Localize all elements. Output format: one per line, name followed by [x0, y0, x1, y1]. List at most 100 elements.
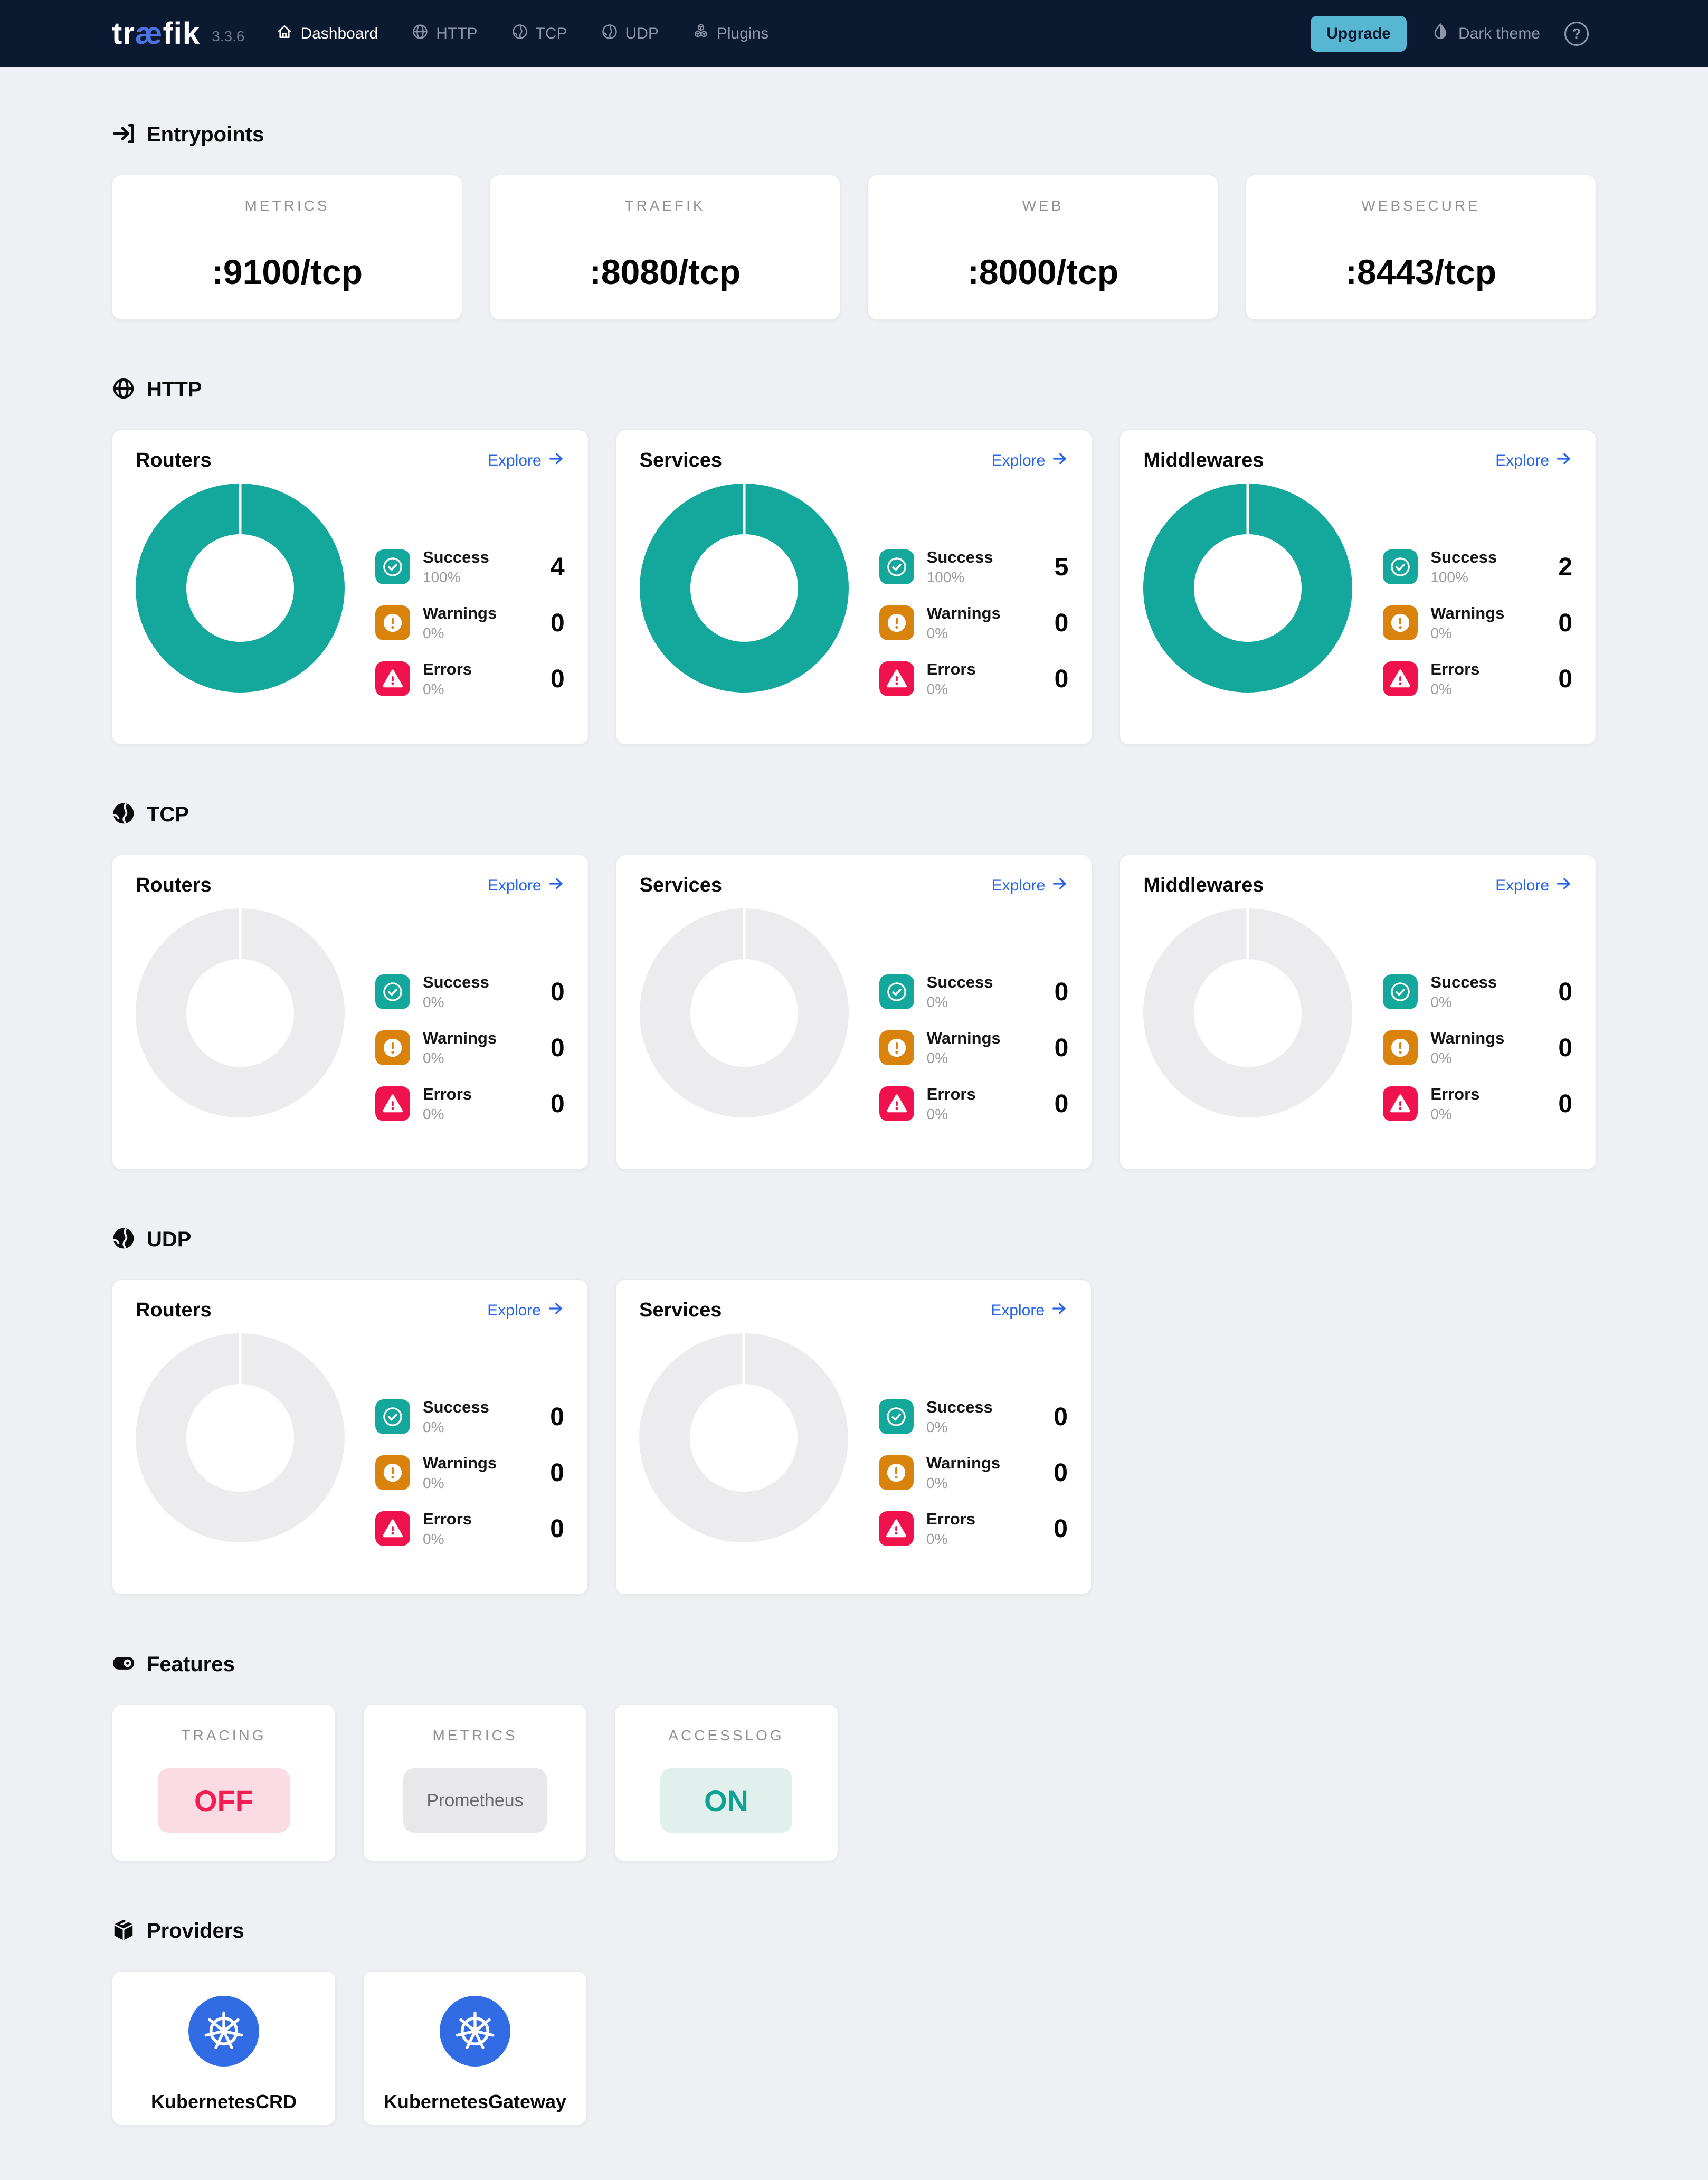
success-check-icon: [879, 1399, 914, 1434]
warning-icon: [879, 605, 914, 640]
toggle-icon: [112, 1652, 135, 1677]
card-title: Middlewares: [1143, 449, 1264, 471]
arrow-right-icon: [1051, 450, 1068, 471]
legend-row-warnings: Warnings 0% 0: [375, 1029, 565, 1067]
legend-label: Success: [926, 973, 993, 991]
traefik-logo[interactable]: træfik: [112, 16, 200, 51]
cube-icon: [112, 1918, 135, 1944]
success-check-icon: [375, 974, 410, 1009]
entrypoint-port: :8443/tcp: [1345, 252, 1497, 291]
nav-item-label: TCP: [535, 24, 567, 42]
legend-value: 0: [1558, 609, 1573, 637]
legend-row-errors: Errors 0% 0: [1383, 660, 1572, 698]
legend-percent: 0%: [423, 1531, 444, 1547]
nav-item-label: Plugins: [716, 24, 769, 42]
login-arrow-icon: [112, 122, 135, 148]
explore-link[interactable]: Explore: [487, 1300, 564, 1321]
section-title: TCP: [147, 802, 189, 826]
nav-item-dashboard[interactable]: Dashboard: [276, 23, 378, 44]
explore-label: Explore: [487, 876, 542, 894]
explore-link[interactable]: Explore: [488, 875, 565, 896]
entrypoint-card-websecure: WEBSECURE :8443/tcp: [1246, 175, 1596, 320]
warning-icon: [375, 605, 410, 640]
legend-row-success: Success 0% 0: [375, 1398, 564, 1436]
legend-value: 0: [550, 665, 565, 693]
legend-value: 0: [1054, 978, 1069, 1006]
explore-link[interactable]: Explore: [1495, 875, 1572, 896]
legend-label: Warnings: [926, 604, 1001, 622]
card-title: Routers: [136, 1299, 212, 1321]
globe-icon: [112, 377, 135, 403]
nav-item-udp[interactable]: UDP: [601, 23, 659, 44]
help-icon[interactable]: ?: [1564, 21, 1589, 46]
chart-legend: Success 0% 0 Warnings 0% 0 Errors 0% 0: [375, 1398, 564, 1548]
legend-value: 0: [550, 1089, 565, 1118]
legend-percent: 100%: [926, 569, 965, 585]
card-title: Routers: [136, 449, 212, 471]
legend-percent: 100%: [1430, 569, 1468, 585]
legend-row-warnings: Warnings 0% 0: [375, 604, 565, 642]
explore-link[interactable]: Explore: [1495, 450, 1572, 471]
feature-name: ACCESSLOG: [668, 1727, 784, 1743]
warning-icon: [375, 1030, 410, 1065]
dark-theme-toggle[interactable]: Dark theme: [1431, 22, 1540, 45]
nav-item-tcp[interactable]: TCP: [511, 23, 567, 44]
arrow-right-icon: [1555, 875, 1572, 896]
legend-row-success: Success 100% 2: [1383, 548, 1572, 586]
explore-link[interactable]: Explore: [992, 450, 1069, 471]
legend-value: 0: [1054, 1402, 1068, 1431]
success-check-icon: [879, 549, 914, 584]
legend-label: Errors: [1430, 1085, 1480, 1103]
legend-percent: 0%: [926, 1531, 948, 1547]
upgrade-button[interactable]: Upgrade: [1311, 15, 1407, 52]
legend-label: Warnings: [926, 1454, 1001, 1472]
explore-link[interactable]: Explore: [488, 450, 565, 471]
legend-label: Success: [423, 548, 489, 566]
legend-row-success: Success 100% 4: [375, 548, 565, 586]
nav-item-plugins[interactable]: Plugins: [692, 23, 768, 44]
nav-item-http[interactable]: HTTP: [412, 23, 478, 44]
legend-percent: 0%: [1430, 1050, 1452, 1066]
legend-row-success: Success 0% 0: [879, 1398, 1068, 1436]
legend-value: 0: [550, 609, 565, 637]
legend-percent: 0%: [926, 994, 948, 1010]
warning-icon: [375, 1455, 410, 1490]
warning-icon: [1383, 605, 1418, 640]
legend-percent: 0%: [423, 681, 444, 697]
card-title: Routers: [136, 874, 212, 896]
http-services-card: Services Explore Success 100% 5 Warnings: [615, 430, 1093, 745]
kubernetes-icon: [440, 1996, 510, 2067]
warning-icon: [1383, 1030, 1418, 1065]
explore-link[interactable]: Explore: [992, 875, 1069, 896]
legend-value: 0: [1558, 1034, 1573, 1062]
legend-label: Success: [1430, 548, 1497, 566]
error-triangle-icon: [879, 661, 914, 696]
entrypoint-port: :8000/tcp: [967, 252, 1119, 291]
card-title: Services: [639, 1299, 722, 1321]
legend-label: Errors: [926, 1085, 976, 1103]
navbar-right: Upgrade Dark theme ?: [1311, 15, 1589, 52]
legend-row-success: Success 100% 5: [879, 548, 1069, 586]
success-check-icon: [879, 974, 914, 1009]
feature-card-metrics: METRICS Prometheus: [363, 1704, 587, 1861]
tcp-middlewares-card: Middlewares Explore Success 0% 0 Warning: [1119, 855, 1597, 1170]
explore-label: Explore: [991, 1301, 1045, 1319]
success-check-icon: [1383, 974, 1418, 1009]
donut-chart: [639, 908, 849, 1117]
cubes-icon: [692, 23, 709, 44]
nav-item-label: HTTP: [436, 24, 478, 42]
donut-chart: [1143, 484, 1353, 693]
legend-label: Warnings: [423, 1454, 497, 1472]
version-label: 3.3.6: [212, 27, 245, 44]
explore-link[interactable]: Explore: [991, 1300, 1068, 1321]
provider-card-kubernetescrd: KubernetesCRD: [112, 1971, 336, 2125]
card-title: Services: [639, 449, 723, 471]
error-triangle-icon: [879, 1086, 914, 1121]
section-title: UDP: [147, 1227, 192, 1251]
top-navbar: træfik 3.3.6 Dashboard HTTP TCP UDP: [0, 0, 1708, 67]
legend-percent: 0%: [423, 1106, 444, 1122]
legend-row-errors: Errors 0% 0: [375, 660, 565, 698]
legend-value: 5: [1054, 553, 1069, 581]
donut-chart: [639, 1333, 848, 1542]
section-udp: UDP Routers Explore Success 0% 0: [112, 1227, 1596, 1595]
